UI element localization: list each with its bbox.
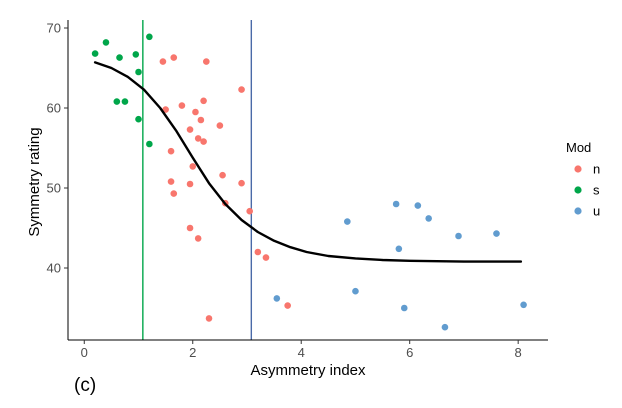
data-point-n [170, 190, 178, 197]
data-point-n [178, 102, 186, 109]
data-point-s [113, 98, 121, 105]
data-point-s [146, 33, 153, 41]
axes: 0 2 4 6 8 40 50 60 70 [47, 20, 548, 360]
y-axis-title: Symmetry rating [26, 127, 43, 236]
data-point-n [200, 138, 207, 145]
data-point-n [162, 106, 169, 113]
data-point-u [493, 230, 500, 237]
data-point-n [186, 126, 194, 133]
data-point-n [186, 180, 194, 188]
data-point-s [146, 140, 153, 148]
data-point-s [135, 115, 142, 123]
y-tick-label: 60 [47, 101, 61, 116]
data-point-s [91, 50, 99, 57]
x-axis-title: Asymmetry index [250, 362, 366, 379]
data-point-n [159, 58, 167, 65]
data-point-u [425, 215, 432, 222]
legend-label-s: s [593, 183, 600, 198]
legend-label-n: n [593, 162, 600, 177]
data-point-n [205, 315, 213, 322]
legend-key-n [574, 165, 582, 173]
data-point-n [262, 254, 270, 261]
data-point-s [121, 98, 129, 105]
legend-key-u [574, 207, 582, 215]
legend-key-s [574, 186, 582, 194]
data-point-n [219, 171, 226, 179]
data-point-u [392, 200, 400, 208]
data-point-n [200, 97, 207, 105]
x-tick-label: 2 [189, 345, 196, 360]
data-point-u [441, 323, 449, 331]
data-point-n [238, 86, 245, 93]
data-point-n [254, 248, 262, 256]
data-point-u [520, 301, 527, 309]
x-tick-label: 8 [515, 345, 522, 360]
y-tick-label: 40 [47, 261, 61, 276]
data-point-n [194, 135, 202, 142]
data-point-s [132, 51, 140, 58]
data-point-n [167, 178, 175, 185]
plot-area [91, 20, 527, 340]
data-point-n [167, 147, 175, 155]
legend-label-u: u [593, 204, 600, 219]
legend: nsu [574, 162, 600, 219]
data-point-n [186, 224, 194, 232]
data-point-n [284, 302, 291, 309]
data-point-n [170, 54, 178, 61]
x-tick-label: 4 [298, 345, 305, 360]
data-point-s [102, 39, 110, 46]
data-point-s [116, 54, 123, 61]
panel-label: (c) [74, 375, 96, 396]
data-point-n [194, 235, 202, 242]
y-tick-label: 50 [47, 181, 61, 196]
data-point-u [414, 202, 422, 209]
data-point-u [352, 287, 359, 295]
data-point-n [192, 108, 199, 116]
data-point-u [273, 295, 281, 302]
data-point-n [197, 116, 205, 124]
data-point-n [238, 179, 245, 187]
data-point-n [216, 122, 224, 129]
data-point-n [189, 163, 197, 170]
y-tick-label: 70 [47, 21, 61, 36]
x-tick-label: 6 [406, 345, 413, 360]
legend-title: Mod [566, 140, 591, 155]
data-point-s [135, 68, 142, 76]
fitted-curve-line [93, 61, 523, 263]
x-tick-label: 0 [81, 345, 88, 360]
data-point-u [455, 232, 462, 240]
data-point-u [395, 245, 403, 253]
data-point-u [344, 218, 351, 225]
data-point-n [203, 58, 210, 65]
data-point-n [246, 207, 253, 215]
data-point-u [400, 304, 408, 312]
